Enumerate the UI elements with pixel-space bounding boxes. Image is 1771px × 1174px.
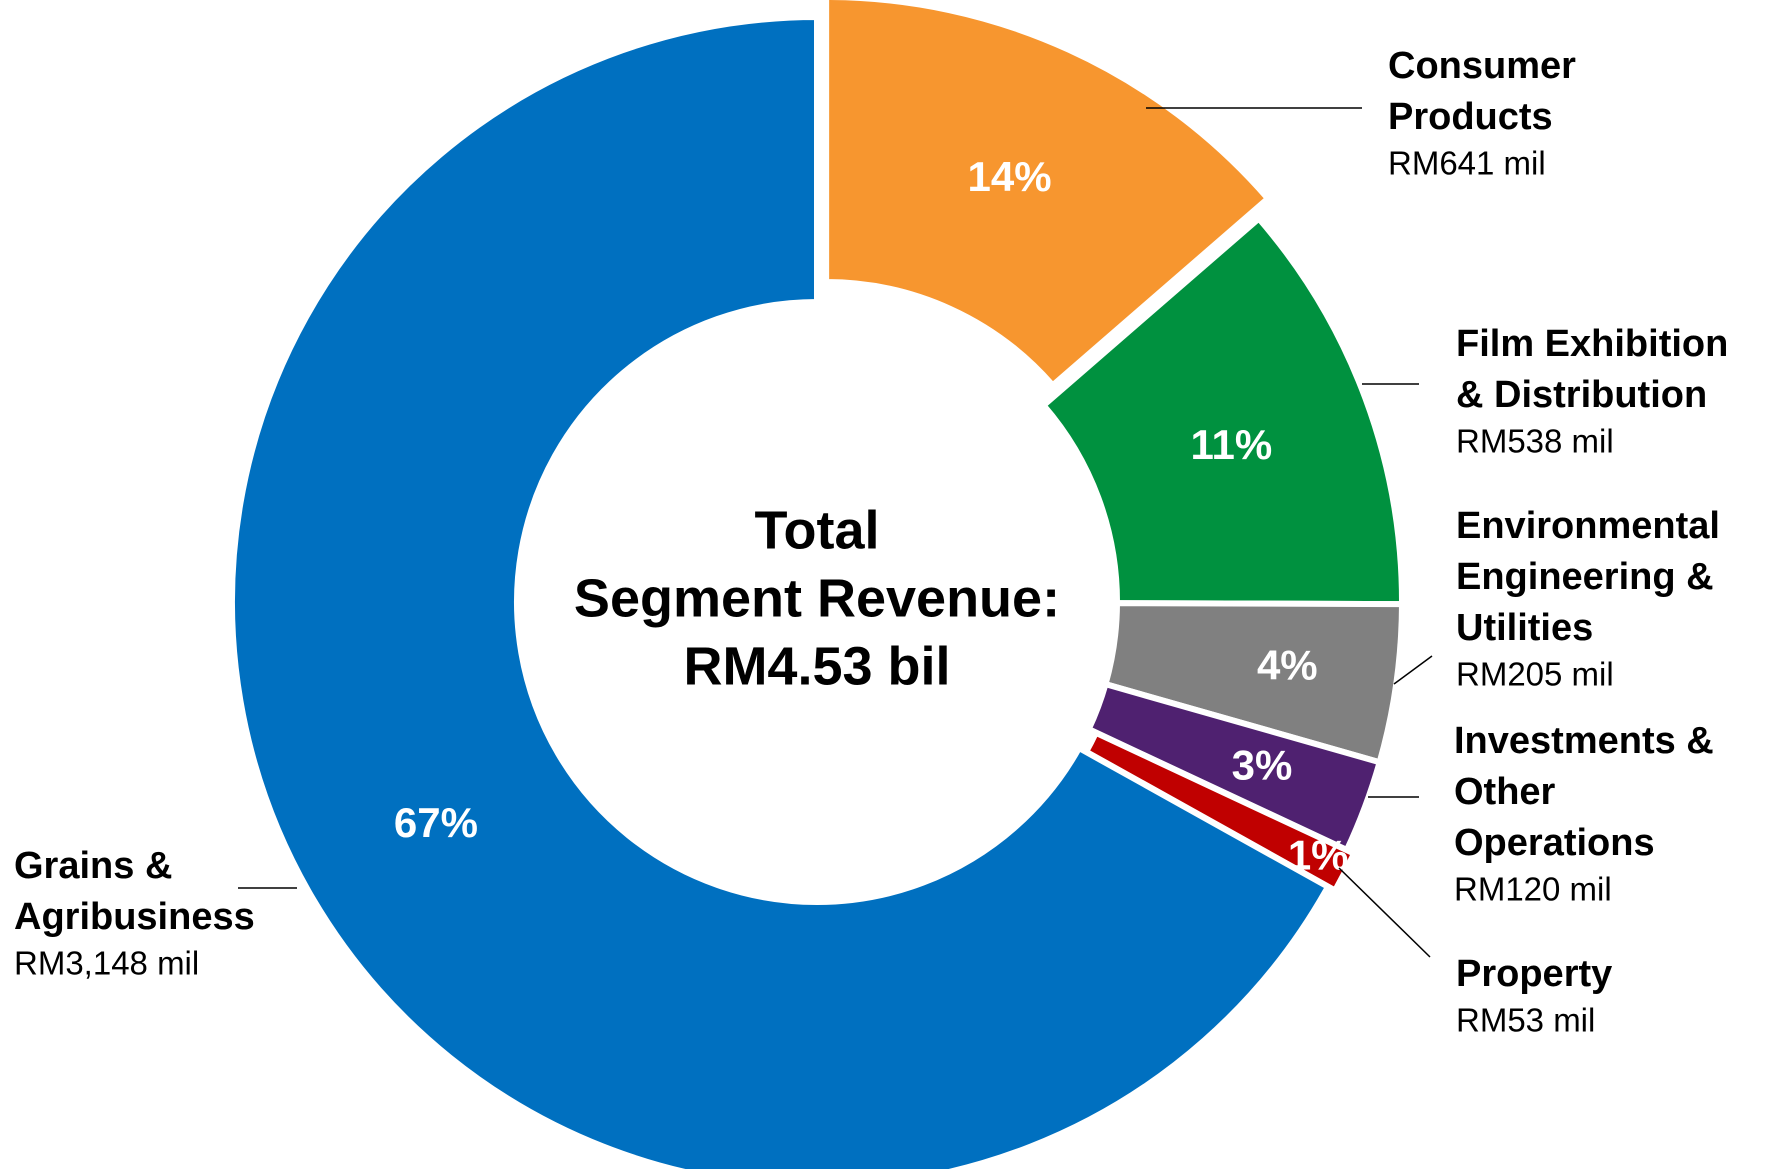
category-label: Grains & [14, 845, 172, 887]
leader-line [1338, 867, 1431, 958]
category-label: Operations [1454, 822, 1655, 864]
category-label: & Distribution [1456, 374, 1707, 416]
category-label: Investments & [1454, 720, 1714, 762]
category-label: Utilities [1456, 607, 1593, 649]
percent-label: 14% [968, 153, 1052, 200]
leader-line [1393, 655, 1433, 685]
value-label: RM205 mil [1456, 656, 1614, 693]
value-label: RM120 mil [1454, 871, 1612, 908]
value-label: RM641 mil [1388, 145, 1546, 182]
category-label: Property [1456, 953, 1612, 995]
value-label: RM538 mil [1456, 423, 1614, 460]
category-label: Products [1388, 96, 1553, 138]
percent-label: 11% [1190, 421, 1272, 468]
donut-slice [228, 14, 1331, 1174]
category-label: Other [1454, 771, 1556, 813]
percent-label: 4% [1257, 642, 1318, 689]
percent-label: 67% [394, 799, 478, 846]
category-label: Film Exhibition [1456, 323, 1728, 365]
center-label: Total [755, 500, 880, 560]
category-label: Environmental [1456, 505, 1720, 547]
category-label: Agribusiness [14, 896, 255, 938]
category-label: Consumer [1388, 45, 1576, 87]
value-label: RM53 mil [1456, 1002, 1595, 1039]
center-label: Segment Revenue: [574, 568, 1060, 628]
donut-slice [1040, 215, 1406, 608]
category-label: Engineering & [1456, 556, 1714, 598]
value-label: RM3,148 mil [14, 945, 199, 982]
percent-label: 3% [1232, 741, 1293, 788]
center-label: RM4.53 bil [683, 636, 950, 696]
donut-slice [823, 0, 1271, 389]
